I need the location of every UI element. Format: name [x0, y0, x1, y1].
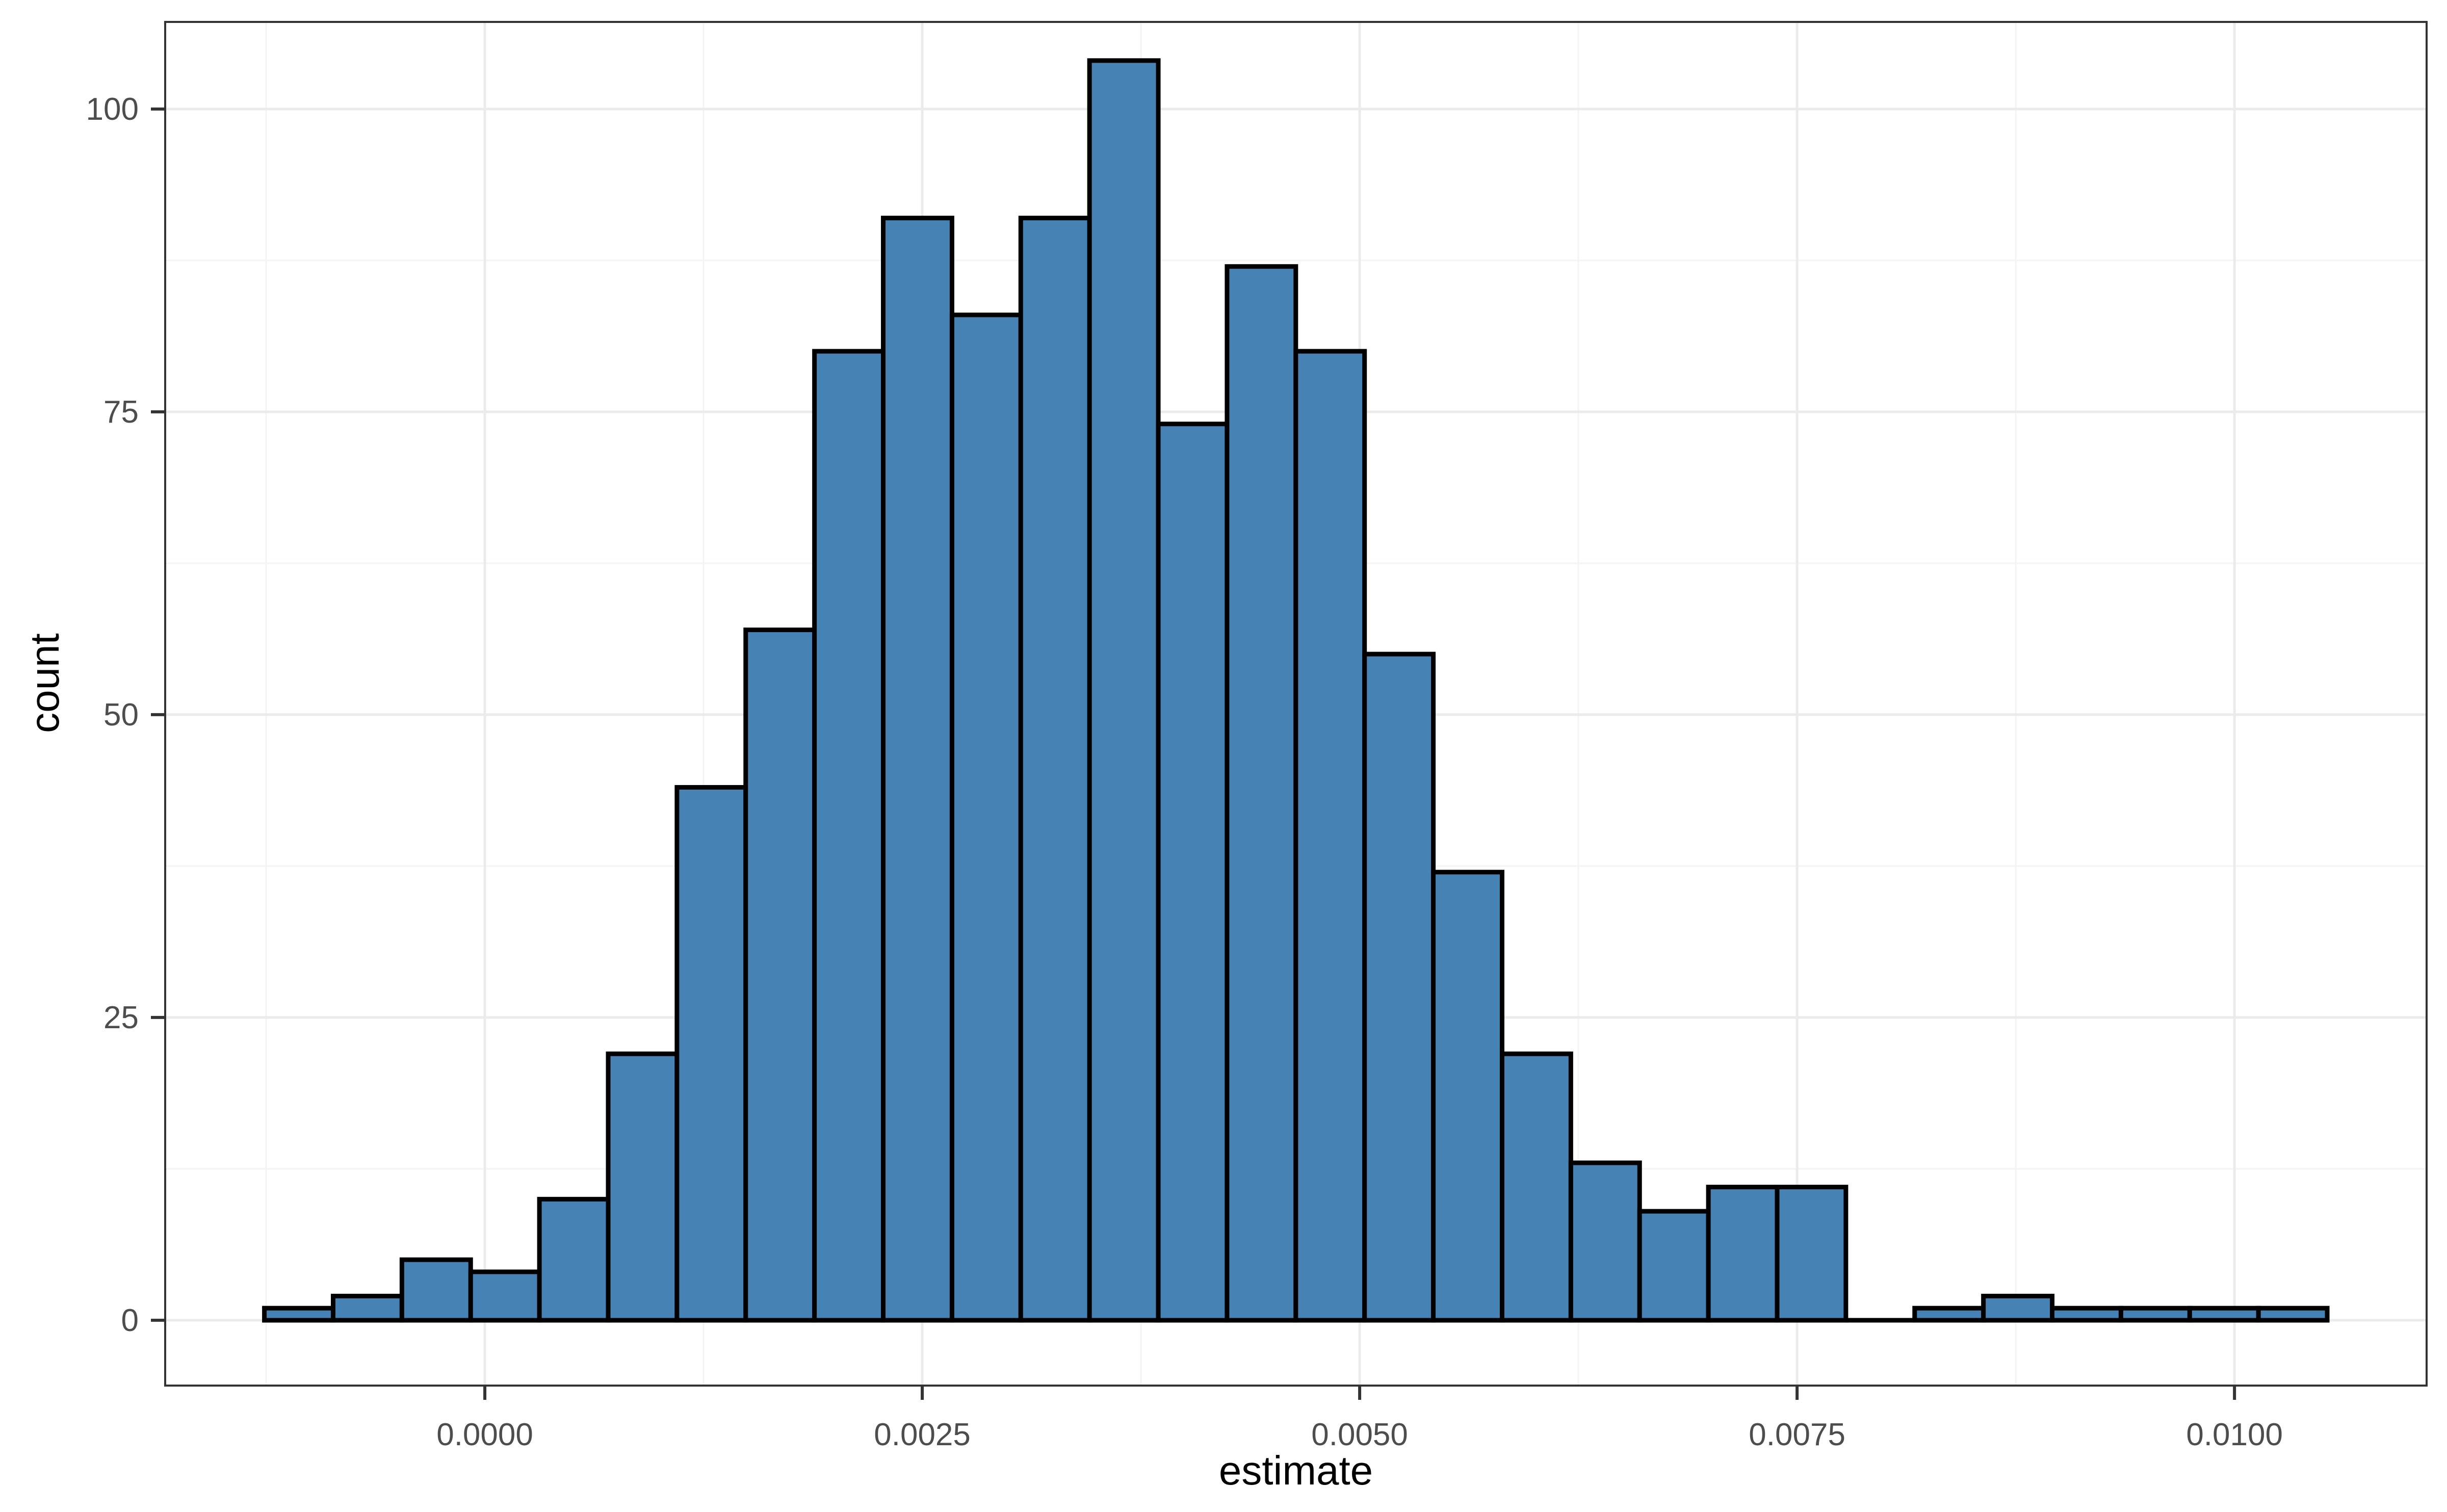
histogram-bar	[330, 1293, 404, 1323]
histogram-bar	[674, 785, 748, 1323]
y-tick-label: 25	[103, 1000, 139, 1035]
histogram-bar	[606, 1051, 680, 1323]
x-tick-label: 0.0075	[1749, 1417, 1845, 1452]
histogram-bar	[399, 1257, 473, 1323]
histogram-bar	[537, 1196, 611, 1323]
histogram-bar	[1981, 1293, 2055, 1323]
x-tick-label: 0.0050	[1311, 1417, 1408, 1452]
histogram-bar	[2118, 1306, 2192, 1323]
y-tick-label: 100	[86, 92, 139, 127]
y-tick-label: 50	[103, 697, 139, 733]
histogram-bar	[262, 1306, 335, 1323]
histogram-bar	[1431, 870, 1504, 1323]
x-tick-label: 0.0025	[874, 1417, 971, 1452]
histogram-bar	[812, 349, 886, 1323]
y-tick-label: 75	[103, 395, 139, 430]
histogram-bar	[1087, 58, 1161, 1323]
histogram-bar	[2187, 1306, 2261, 1323]
histogram-bar	[1293, 349, 1367, 1323]
histogram-bar	[468, 1269, 542, 1323]
histogram-bar	[1018, 216, 1092, 1323]
histogram-bar	[1362, 651, 1436, 1323]
histogram-bar	[2050, 1306, 2123, 1323]
x-axis-title: estimate	[1218, 1448, 1373, 1493]
histogram-bar	[949, 312, 1023, 1323]
histogram-bar	[1568, 1160, 1642, 1323]
y-axis-title: count	[22, 633, 67, 733]
panel-border	[164, 21, 2428, 1387]
x-tick-label: 0.0100	[2186, 1417, 2283, 1452]
histogram-bar	[1637, 1209, 1711, 1323]
histogram-bar	[881, 216, 954, 1323]
y-tick-label: 0	[121, 1303, 139, 1338]
histogram-bar	[2256, 1306, 2330, 1323]
histogram-bar	[1225, 264, 1298, 1323]
histogram-bar	[1706, 1185, 1780, 1323]
x-tick-label: 0.0000	[436, 1417, 533, 1452]
histogram-bar	[1775, 1185, 1849, 1323]
histogram-bar	[1499, 1051, 1573, 1323]
histogram-bar	[743, 628, 817, 1323]
histogram-bar	[1912, 1306, 1986, 1323]
histogram-bar	[1156, 422, 1230, 1323]
